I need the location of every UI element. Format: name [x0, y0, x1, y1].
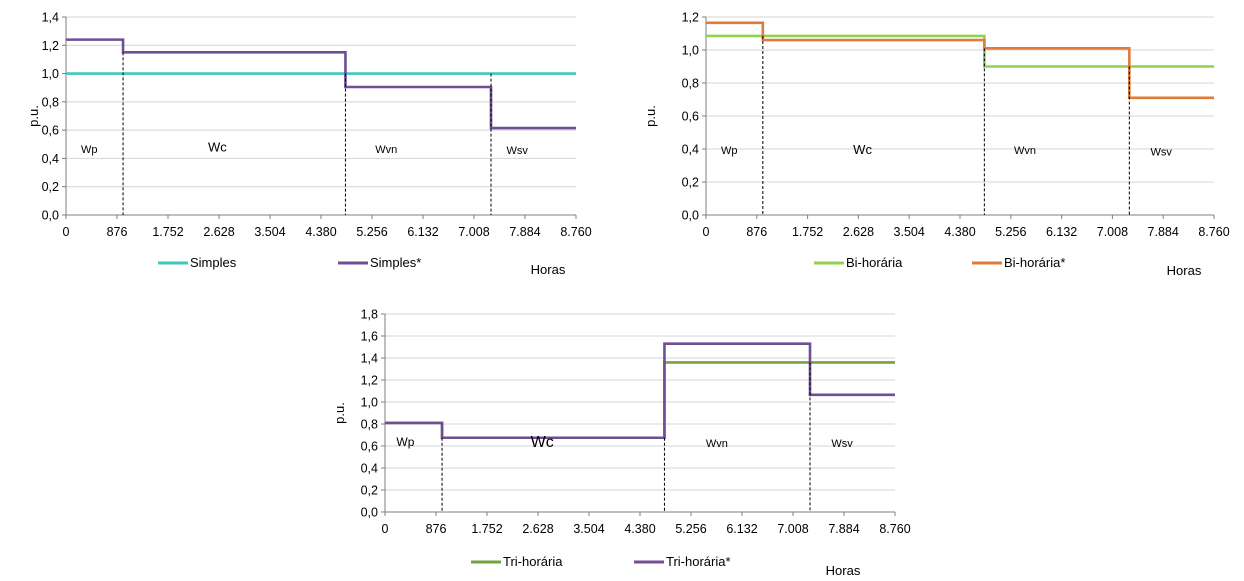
y-tick-label: 0,0 — [42, 209, 59, 223]
x-tick-label: 7.884 — [1148, 225, 1179, 239]
y-tick-label: 0,8 — [42, 95, 59, 109]
x-axis-label: Horas — [531, 262, 566, 277]
y-tick-label: 0,6 — [361, 440, 378, 454]
y-tick-label: 0,4 — [42, 152, 59, 166]
y-tick-label: 1,2 — [682, 11, 699, 25]
period-label: Wsv — [1151, 147, 1173, 159]
y-axis-label: p.u. — [332, 402, 347, 424]
x-tick-label: 2.628 — [522, 522, 553, 536]
legend-label: Bi-horária* — [1004, 255, 1065, 270]
y-tick-label: 0,6 — [682, 110, 699, 124]
period-label: Wc — [208, 139, 227, 154]
x-tick-label: 8.760 — [879, 522, 910, 536]
chart-2: 0,0 0,2 0,4 0,6 0,8 1,0 1,2 0 876 1.752 2.628 3.504… — [643, 11, 1230, 279]
legend-label: Simples — [190, 255, 237, 270]
x-tick-label: 4.380 — [305, 225, 336, 239]
legend-label: Simples* — [370, 255, 421, 270]
x-tick-label: 7.884 — [509, 225, 540, 239]
period-label: Wvn — [706, 438, 728, 450]
y-tick-label: 1,6 — [361, 330, 378, 344]
y-tick-label: 1,0 — [682, 44, 699, 58]
y-tick-label: 0,2 — [42, 180, 59, 194]
x-tick-label: 5.256 — [995, 225, 1026, 239]
period-label: Wsv — [831, 438, 853, 450]
x-tick-label: 876 — [107, 225, 128, 239]
y-tick-label: 0,2 — [361, 484, 378, 498]
period-label: Wvn — [1014, 145, 1036, 157]
y-tick-label: 1,2 — [42, 39, 59, 53]
y-tick-label: 0,8 — [361, 418, 378, 432]
x-tick-label: 2.628 — [843, 225, 874, 239]
chart-3: 0,0 0,2 0,4 0,6 0,8 1,0 1,2 1,4 1,6 1,8 0 876 1.752 2… — [332, 308, 911, 579]
y-tick-label: 1,0 — [361, 396, 378, 410]
y-axis-label: p.u. — [643, 105, 658, 127]
series-line-2 — [385, 342, 895, 440]
y-tick-label: 1,8 — [361, 308, 378, 322]
x-axis-label: Horas — [826, 563, 861, 578]
period-label: Wvn — [375, 144, 397, 156]
series-line-2 — [66, 38, 576, 130]
x-tick-label: 7.008 — [458, 225, 489, 239]
y-axis-label: p.u. — [26, 105, 41, 127]
x-tick-label: 7.008 — [777, 522, 808, 536]
y-tick-label: 1,0 — [42, 67, 59, 81]
legend-label: Tri-horária — [503, 554, 563, 569]
y-tick-label: 1,4 — [42, 11, 59, 25]
x-tick-label: 6.132 — [1046, 225, 1077, 239]
x-tick-label: 5.256 — [356, 225, 387, 239]
period-label: Wc — [853, 142, 872, 157]
y-tick-label: 0,0 — [361, 506, 378, 520]
y-tick-label: 0,4 — [682, 143, 699, 157]
x-tick-label: 0 — [63, 225, 70, 239]
x-tick-label: 0 — [382, 522, 389, 536]
legend-label: Bi-horária — [846, 255, 903, 270]
y-tick-label: 0,8 — [682, 77, 699, 91]
x-tick-label: 7.884 — [828, 522, 859, 536]
x-tick-label: 1.752 — [792, 225, 823, 239]
y-tick-label: 0,2 — [682, 176, 699, 190]
period-label: Wc — [531, 434, 554, 451]
y-tick-label: 1,4 — [361, 352, 378, 366]
y-tick-label: 0,6 — [42, 124, 59, 138]
x-tick-label: 5.256 — [675, 522, 706, 536]
period-label: Wp — [396, 435, 414, 449]
x-tick-label: 4.380 — [624, 522, 655, 536]
x-tick-label: 8.760 — [1198, 225, 1229, 239]
legend-label: Tri-horária* — [666, 554, 731, 569]
x-tick-label: 3.504 — [894, 225, 925, 239]
y-tick-label: 0,0 — [682, 209, 699, 223]
x-tick-label: 4.380 — [944, 225, 975, 239]
x-tick-label: 8.760 — [560, 225, 591, 239]
period-label: Wp — [721, 145, 738, 157]
x-tick-label: 6.132 — [407, 225, 438, 239]
series-line-1 — [385, 361, 895, 440]
period-label: Wp — [81, 144, 98, 156]
x-tick-label: 1.752 — [152, 225, 183, 239]
x-tick-label: 0 — [703, 225, 710, 239]
x-tick-label: 876 — [746, 225, 767, 239]
x-tick-label: 1.752 — [471, 522, 502, 536]
x-tick-label: 3.504 — [254, 225, 285, 239]
x-tick-label: 3.504 — [573, 522, 604, 536]
period-label: Wsv — [507, 145, 529, 157]
chart-1: 0,0 0,2 0,4 0,6 0,8 1,0 1,2 1,4 0 876 1.752 2.628 3.… — [26, 11, 592, 278]
y-tick-label: 1,2 — [361, 374, 378, 388]
series-line-2 — [706, 21, 1214, 100]
x-tick-label: 6.132 — [726, 522, 757, 536]
x-axis-label: Horas — [1167, 263, 1202, 278]
x-tick-label: 7.008 — [1097, 225, 1128, 239]
y-tick-label: 0,4 — [361, 462, 378, 476]
x-tick-label: 876 — [426, 522, 447, 536]
x-tick-label: 2.628 — [203, 225, 234, 239]
